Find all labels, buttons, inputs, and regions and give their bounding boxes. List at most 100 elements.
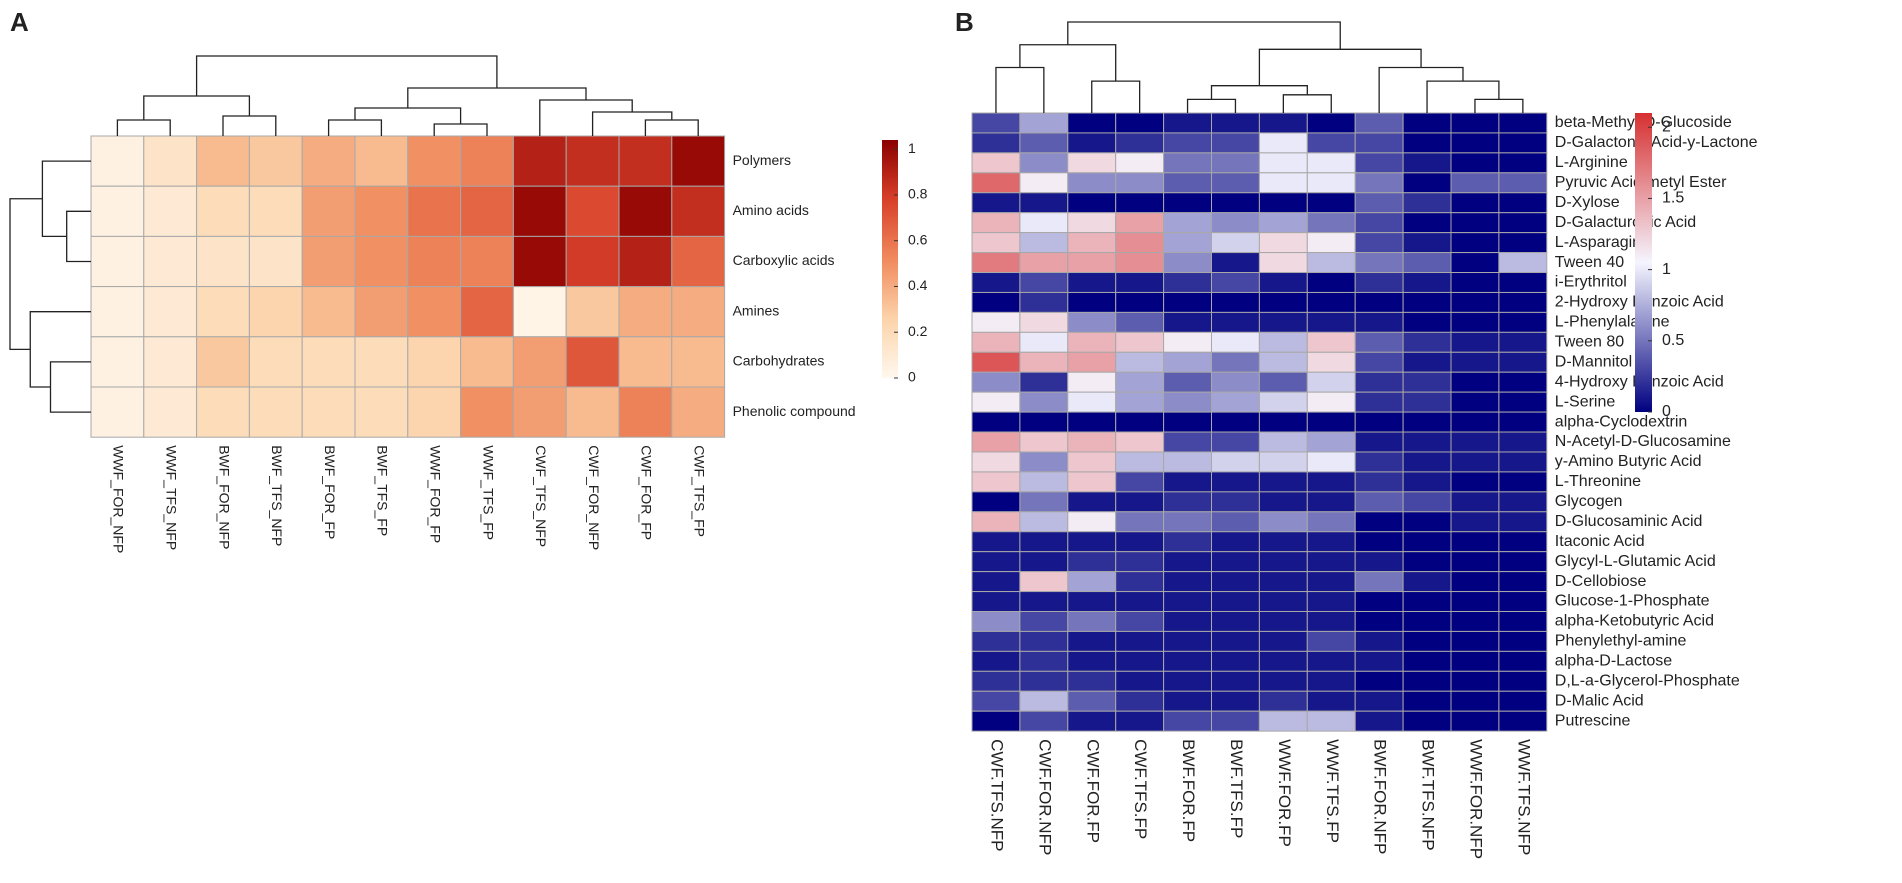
heatmap-cell <box>1258 491 1308 513</box>
row-label: D-Mannitol <box>1555 353 1632 370</box>
row-label: Carbohydrates <box>733 353 825 369</box>
heatmap-cell <box>407 336 462 388</box>
row-label: Carboxylic acids <box>733 252 835 268</box>
heatmap-cell <box>1354 272 1404 293</box>
heatmap-cell <box>1258 252 1308 274</box>
row-label: Amino acids <box>733 202 809 218</box>
heatmap-cell <box>1402 571 1452 593</box>
heatmap-cell <box>1163 710 1212 732</box>
row-label: Amines <box>733 302 780 318</box>
heatmap-cell <box>1115 132 1165 154</box>
heatmap-cell <box>1067 371 1117 393</box>
heatmap-cell <box>1163 630 1212 652</box>
heatmap-cell <box>1115 511 1165 533</box>
heatmap-cell <box>301 135 356 187</box>
dendrogram-branch <box>433 123 488 136</box>
heatmap-cell <box>248 135 303 187</box>
row-label: Glycogen <box>1555 493 1623 510</box>
heatmap-cell <box>407 185 462 237</box>
heatmap-cell <box>1306 132 1356 154</box>
row-label: Putrescine <box>1555 712 1631 729</box>
heatmap-cell <box>1019 491 1069 513</box>
heatmap-cell <box>1306 192 1356 214</box>
dendrogram-branch <box>116 119 171 136</box>
heatmap-cell <box>248 185 303 237</box>
heatmap-cell <box>1019 192 1069 214</box>
heatmap-cell <box>1019 331 1069 353</box>
heatmap-cell <box>1498 311 1548 333</box>
heatmap-cell <box>1402 630 1452 652</box>
heatmap-cell <box>618 336 673 388</box>
heatmap-cell <box>1211 391 1260 413</box>
heatmap-cell <box>1258 112 1308 134</box>
dendrogram-branch <box>49 361 91 413</box>
heatmap-cell <box>1498 291 1548 313</box>
column-label: CWF_FOR_NFP <box>586 445 602 550</box>
heatmap-cell <box>1354 630 1404 652</box>
heatmap-cell <box>1402 491 1452 513</box>
heatmap-cell <box>1067 411 1117 433</box>
heatmap-cell <box>301 386 356 438</box>
heatmap-cell <box>1306 172 1356 194</box>
heatmap-cell <box>1067 451 1117 473</box>
heatmap-cell <box>248 286 303 338</box>
heatmap-cell <box>1163 311 1212 333</box>
row-label: D-Galacturonic Acid <box>1555 214 1696 231</box>
heatmap-cell <box>1258 132 1308 154</box>
heatmap-cell <box>1306 311 1356 333</box>
heatmap-cell <box>1354 331 1404 353</box>
heatmap-cell <box>1019 670 1069 692</box>
heatmap-cell <box>1450 232 1500 254</box>
heatmap-cell <box>1258 511 1308 533</box>
dendrogram-branch <box>1186 98 1237 113</box>
heatmap-cell <box>1163 272 1212 293</box>
heatmap-cell <box>1354 252 1404 274</box>
heatmap-cell <box>1498 172 1548 194</box>
heatmap-cell <box>1498 591 1548 612</box>
heatmap-cell <box>354 185 409 237</box>
heatmap-cell <box>1354 670 1404 692</box>
heatmap-cell <box>1498 212 1548 234</box>
panel-label: A <box>10 7 29 37</box>
heatmap-cell <box>1306 291 1356 313</box>
heatmap-cell <box>1498 491 1548 513</box>
heatmap-cell <box>1498 571 1548 593</box>
heatmap-cell <box>512 235 567 288</box>
heatmap-cell <box>1258 272 1308 293</box>
heatmap-cell <box>1067 710 1117 732</box>
heatmap-cell <box>460 185 514 237</box>
heatmap-cell <box>1498 551 1548 573</box>
heatmap-cell <box>1450 331 1500 353</box>
heatmap-cell <box>1258 291 1308 313</box>
heatmap-cell <box>1450 551 1500 573</box>
heatmap-cell <box>671 386 726 438</box>
heatmap-cell <box>1354 571 1404 593</box>
heatmap-cell <box>1402 531 1452 553</box>
heatmap-cell <box>1498 511 1548 533</box>
heatmap-cell <box>971 132 1021 154</box>
row-label: L-Phenylalanine <box>1555 314 1670 331</box>
heatmap-cell <box>1067 611 1117 632</box>
row-label: y-Amino Butyric Acid <box>1555 453 1702 470</box>
heatmap-cell <box>1163 471 1212 493</box>
dendrogram-branch <box>195 55 498 96</box>
heatmap-cell <box>1450 152 1500 174</box>
heatmap-cell <box>1498 690 1548 712</box>
heatmap-cell <box>1019 571 1069 593</box>
heatmap-cell <box>1115 351 1165 373</box>
heatmap-cell <box>1067 511 1117 533</box>
heatmap-cell <box>1067 670 1117 692</box>
colorbar-tick-label: 0.2 <box>908 323 928 339</box>
heatmap-cell <box>1498 232 1548 254</box>
heatmap-cell <box>1450 690 1500 712</box>
heatmap-cell <box>354 386 409 438</box>
heatmap-cell <box>1163 152 1212 174</box>
heatmap-cell <box>1450 431 1500 453</box>
heatmap-cell <box>1115 591 1165 612</box>
heatmap-cell <box>1163 431 1212 453</box>
heatmap-cell <box>1258 710 1308 732</box>
dendrogram-branch <box>354 107 462 124</box>
heatmap-cell <box>1115 311 1165 333</box>
heatmap-cell <box>1019 511 1069 533</box>
heatmap-cell <box>1306 331 1356 353</box>
